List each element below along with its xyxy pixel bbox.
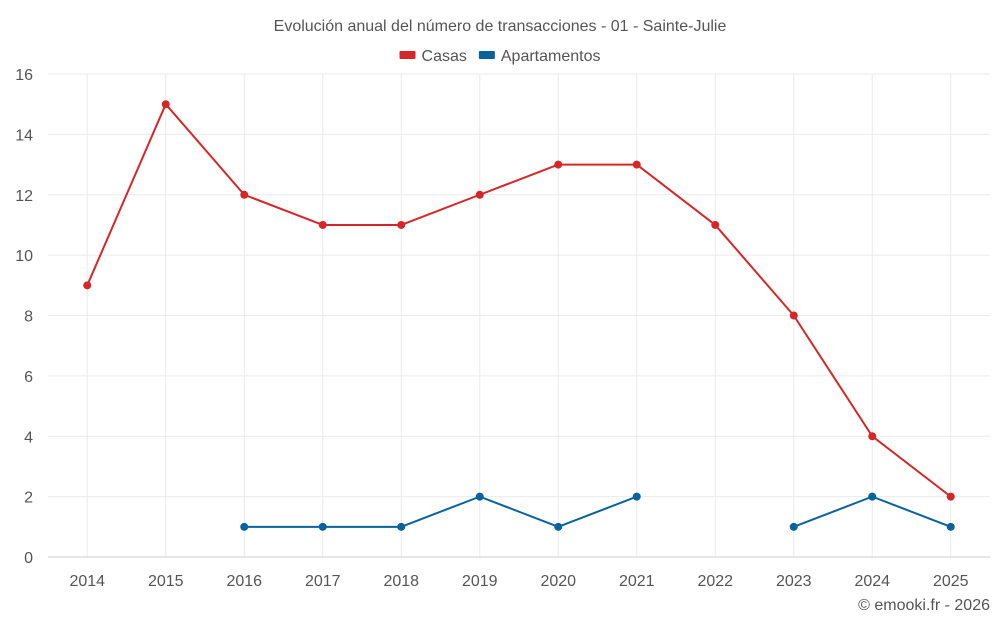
data-point-casas[interactable] [632, 160, 641, 169]
x-tick-label: 2018 [383, 573, 419, 590]
data-point-casas[interactable] [475, 190, 484, 199]
x-tick-label: 2023 [776, 573, 812, 590]
data-point-casas[interactable] [318, 220, 327, 229]
legend-swatch [399, 51, 416, 59]
x-tick-label: 2014 [69, 573, 105, 590]
data-point-apartamentos[interactable] [240, 522, 249, 531]
x-tick-label: 2024 [854, 573, 890, 590]
data-point-casas[interactable] [946, 492, 955, 501]
x-tick-label: 2016 [226, 573, 262, 590]
data-point-casas[interactable] [397, 220, 406, 229]
chart-title: Evolución anual del número de transaccio… [274, 18, 727, 35]
y-tick-label: 16 [15, 67, 33, 84]
y-tick-label: 12 [15, 188, 33, 205]
data-point-apartamentos[interactable] [946, 522, 955, 531]
x-tick-label: 2019 [462, 573, 498, 590]
data-point-apartamentos[interactable] [318, 522, 327, 531]
legend-swatch [478, 51, 495, 59]
series-apartamentos [240, 492, 955, 531]
series-line-apartamentos [244, 495, 638, 528]
data-point-casas[interactable] [161, 100, 170, 109]
x-tick-label: 2015 [148, 573, 184, 590]
data-point-casas[interactable] [240, 190, 249, 199]
y-tick-label: 4 [24, 429, 33, 446]
y-tick-label: 8 [24, 309, 33, 326]
series-line-casas [86, 103, 952, 498]
data-point-casas[interactable] [83, 281, 92, 290]
legend-label: Apartamentos [501, 48, 601, 65]
legend-item-casas[interactable]: Casas [399, 48, 467, 65]
y-tick-label: 2 [24, 490, 33, 507]
y-axis-ticks: 0 2 4 6 8 10 12 14 16 [15, 67, 33, 567]
legend: Casas Apartamentos [399, 48, 601, 65]
x-tick-label: 2017 [305, 573, 341, 590]
legend-item-apartamentos[interactable]: Apartamentos [478, 48, 601, 65]
y-tick-label: 0 [24, 550, 33, 567]
data-point-casas[interactable] [554, 160, 563, 169]
data-point-casas[interactable] [711, 220, 720, 229]
y-tick-label: 10 [15, 248, 33, 265]
y-tick-label: 14 [15, 127, 33, 144]
grid-lines [48, 73, 990, 558]
y-tick-label: 6 [24, 369, 33, 386]
series-casas [83, 100, 955, 501]
x-tick-label: 2025 [933, 573, 969, 590]
data-point-apartamentos[interactable] [868, 492, 877, 501]
series [83, 100, 955, 531]
data-point-casas[interactable] [789, 311, 798, 320]
data-point-casas[interactable] [868, 432, 877, 441]
data-point-apartamentos[interactable] [397, 522, 406, 531]
credit-text: © emooki.fr - 2026 [858, 597, 990, 614]
data-point-apartamentos[interactable] [475, 492, 484, 501]
data-point-apartamentos[interactable] [789, 522, 798, 531]
data-point-apartamentos[interactable] [554, 522, 563, 531]
x-axis-ticks: 2014 2015 2016 2017 2018 2019 2020 2021 2022 2023… [69, 573, 968, 590]
x-tick-label: 2020 [540, 573, 576, 590]
x-tick-label: 2022 [697, 573, 733, 590]
x-tick-label: 2021 [619, 573, 655, 590]
data-point-apartamentos[interactable] [632, 492, 641, 501]
legend-label: Casas [422, 48, 467, 65]
